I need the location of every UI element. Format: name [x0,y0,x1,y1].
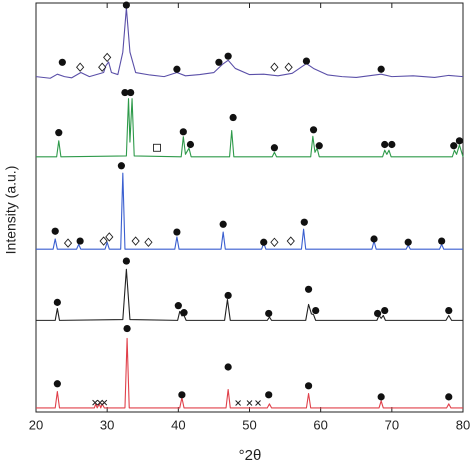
peak-marker [131,236,140,246]
peak-marker [186,140,195,149]
y-axis-title: Intensity (a.u.) [3,166,19,255]
peak-marker [377,393,385,401]
peak-marker [173,228,181,236]
plot-frame [35,2,464,413]
peak-marker [55,129,63,137]
peak-marker [450,142,458,150]
peak-marker [105,232,114,242]
peak-marker [97,399,103,406]
peak-marker [265,309,273,318]
x-tick-label: 60 [313,417,327,432]
peak-marker [270,237,279,247]
peak-marker [173,65,181,73]
peak-marker [63,238,73,248]
x-tick-label: 80 [456,417,470,432]
peak-marker [381,306,389,315]
peak-marker [103,52,112,63]
peak-marker [445,393,453,401]
peak-marker [215,58,223,66]
peak-marker [312,306,320,315]
peak-marker [51,227,59,235]
peak-marker [123,324,131,333]
peak-marker [101,399,108,406]
peak-marker [381,140,389,149]
peak-marker [98,62,107,72]
peak-marker [265,391,273,399]
peak-marker [388,140,396,149]
xrd-trace [36,268,463,321]
peak-marker [255,400,261,406]
peak-marker [53,380,61,388]
peak-marker [374,309,382,318]
peak-marker [455,137,464,145]
x-tick-label: 30 [100,417,114,432]
peak-marker [377,65,385,73]
peak-marker [438,237,446,245]
peak-marker [224,363,232,371]
peak-marker [219,220,227,228]
peak-marker [246,400,253,406]
peak-marker [404,238,412,246]
peak-marker [117,162,125,170]
xrd-trace [35,7,464,79]
peak-marker [445,306,453,315]
peak-marker [370,235,378,243]
peak-marker [122,257,130,265]
peak-marker [284,62,293,72]
peak-marker [302,57,311,65]
peak-marker [174,302,182,310]
peak-marker [315,142,323,150]
peak-marker [92,399,98,406]
x-tick-label: 20 [29,417,43,432]
peak-marker [178,391,186,399]
x-tick-label: 50 [242,417,256,432]
peak-marker [144,237,153,247]
x-tick-label: 70 [385,417,399,432]
xrd-trace [36,98,464,158]
peak-marker [127,88,135,97]
peak-marker [260,238,268,246]
peak-marker [179,128,187,136]
peak-marker [300,218,308,226]
x-axis-title: °2θ [239,447,262,464]
peak-marker [304,285,313,293]
peak-marker [224,52,232,60]
x-tick-label: 40 [171,417,185,432]
peak-marker [180,309,188,317]
peak-marker [286,236,295,246]
peak-marker [229,113,237,122]
peak-marker [76,237,84,245]
peak-marker [270,62,279,72]
xrd-trace [36,337,463,409]
peak-marker [304,382,313,390]
peak-marker [58,58,66,66]
peak-marker [309,126,318,134]
peak-marker [121,88,129,97]
peak-marker [122,1,130,9]
peak-marker [76,62,85,72]
peak-marker [53,298,61,306]
peak-marker [270,144,279,152]
xrd-trace [36,172,463,250]
peak-marker [153,143,161,152]
peak-marker [99,236,108,246]
peak-marker [235,400,241,406]
peak-marker [224,291,232,300]
